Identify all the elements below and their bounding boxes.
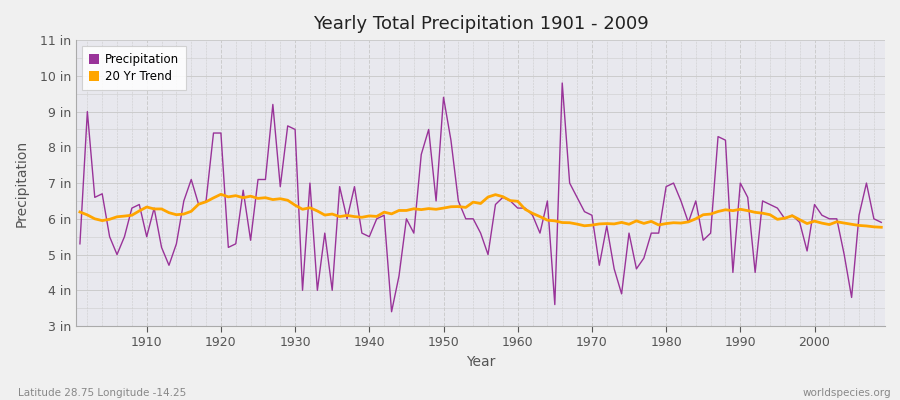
- Y-axis label: Precipitation: Precipitation: [15, 140, 29, 227]
- Title: Yearly Total Precipitation 1901 - 2009: Yearly Total Precipitation 1901 - 2009: [312, 15, 649, 33]
- Legend: Precipitation, 20 Yr Trend: Precipitation, 20 Yr Trend: [82, 46, 185, 90]
- X-axis label: Year: Year: [466, 355, 495, 369]
- Text: worldspecies.org: worldspecies.org: [803, 388, 891, 398]
- Text: Latitude 28.75 Longitude -14.25: Latitude 28.75 Longitude -14.25: [18, 388, 186, 398]
